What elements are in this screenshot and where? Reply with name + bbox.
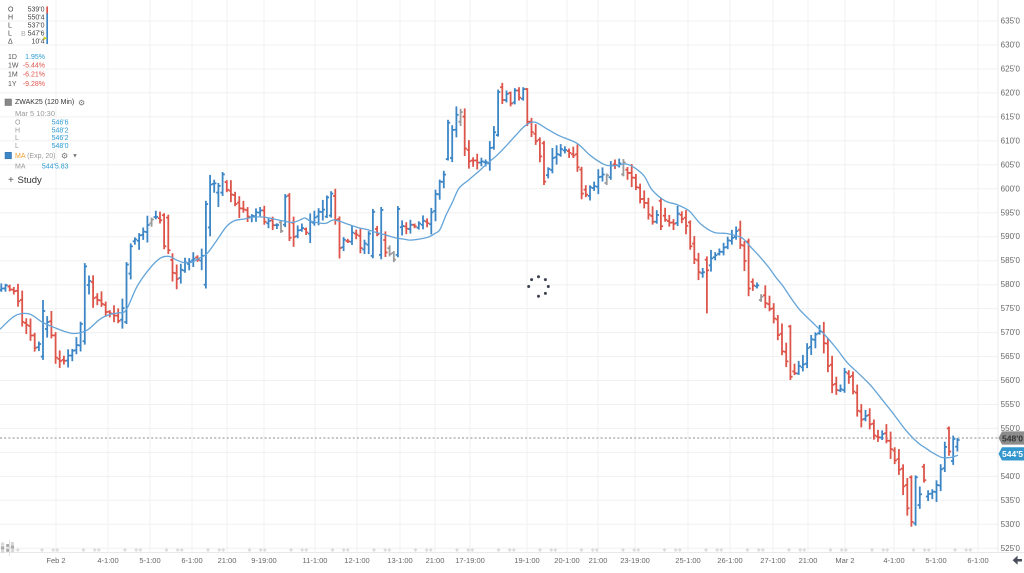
svg-text:13-1:00: 13-1:00 [387, 556, 412, 565]
svg-text:⚙: ⚙ [61, 152, 68, 161]
svg-text:Feb 2: Feb 2 [46, 556, 65, 565]
svg-text:25-1:00: 25-1:00 [675, 556, 700, 565]
svg-text:537'0: 537'0 [28, 23, 45, 30]
svg-text:1M: 1M [8, 72, 18, 79]
svg-text:21:00: 21:00 [426, 556, 445, 565]
svg-text:595'0: 595'0 [1001, 208, 1021, 217]
svg-text:590'0: 590'0 [1001, 232, 1021, 241]
svg-text:O: O [8, 7, 14, 14]
svg-text:544'5.83: 544'5.83 [42, 164, 69, 171]
svg-text:605'0: 605'0 [1001, 160, 1021, 169]
svg-text:1.95%: 1.95% [25, 54, 45, 61]
svg-text:610'0: 610'0 [1001, 136, 1021, 145]
svg-text:-6.21%: -6.21% [23, 72, 45, 79]
svg-text:4-1:00: 4-1:00 [883, 556, 904, 565]
svg-text:-5.44%: -5.44% [23, 63, 45, 70]
svg-text:548'2: 548'2 [52, 128, 69, 135]
svg-text:20-1:00: 20-1:00 [554, 556, 579, 565]
svg-text:Mar 5 10:30: Mar 5 10:30 [15, 109, 55, 118]
svg-text:12-1:00: 12-1:00 [344, 556, 369, 565]
svg-text:546'6: 546'6 [52, 120, 69, 127]
svg-text:23-19:00: 23-19:00 [620, 556, 650, 565]
svg-text:615'0: 615'0 [1001, 112, 1021, 121]
svg-text:L: L [15, 143, 19, 150]
svg-text:600'0: 600'0 [1001, 184, 1021, 193]
svg-text:19-1:00: 19-1:00 [514, 556, 539, 565]
svg-text:620'0: 620'0 [1001, 88, 1021, 97]
svg-text:4-1:00: 4-1:00 [97, 556, 118, 565]
svg-text:565'0: 565'0 [1001, 352, 1021, 361]
svg-text:570'0: 570'0 [1001, 328, 1021, 337]
svg-text:B 547'6: B 547'6 [21, 31, 45, 38]
svg-text:+: + [8, 175, 14, 186]
svg-text:540'0: 540'0 [1001, 472, 1021, 481]
svg-text:L: L [8, 31, 12, 38]
svg-text:575'0: 575'0 [1001, 304, 1021, 313]
svg-text:9-19:00: 9-19:00 [251, 556, 276, 565]
svg-text:▼: ▼ [72, 153, 78, 159]
svg-text:550'4: 550'4 [28, 15, 45, 22]
svg-text:548'0: 548'0 [52, 143, 69, 150]
svg-text:525'0: 525'0 [1001, 544, 1021, 553]
svg-text:544'5: 544'5 [1002, 449, 1023, 459]
svg-text:MA: MA [15, 164, 26, 171]
svg-text:21:00: 21:00 [218, 556, 237, 565]
svg-text:550'0: 550'0 [1001, 424, 1021, 433]
svg-text:L: L [8, 23, 12, 30]
svg-text:1W: 1W [8, 63, 19, 70]
svg-text:535'0: 535'0 [1001, 496, 1021, 505]
svg-text:L: L [15, 135, 19, 142]
svg-text:546'2: 546'2 [52, 135, 69, 142]
svg-text:MA (Exp, 20): MA (Exp, 20) [15, 152, 55, 159]
svg-text:21:00: 21:00 [589, 556, 608, 565]
svg-text:635'0: 635'0 [1001, 17, 1021, 26]
svg-text:1Y: 1Y [8, 81, 17, 88]
svg-text:Study: Study [18, 175, 43, 186]
svg-text:Mar 2: Mar 2 [835, 556, 854, 565]
svg-text:H: H [15, 128, 20, 135]
svg-text:630'0: 630'0 [1001, 41, 1021, 50]
svg-text:Δ: Δ [8, 38, 13, 45]
svg-text:5-1:00: 5-1:00 [925, 556, 946, 565]
svg-text:ZWAK25 (120 Min): ZWAK25 (120 Min) [15, 99, 74, 106]
svg-text:1D: 1D [8, 54, 17, 61]
svg-text:6-1:00: 6-1:00 [181, 556, 202, 565]
svg-text:⚙: ⚙ [78, 98, 85, 107]
svg-text:580'0: 580'0 [1001, 280, 1021, 289]
svg-text:-9.28%: -9.28% [23, 81, 45, 88]
svg-text:560'0: 560'0 [1001, 376, 1021, 385]
svg-text:530'0: 530'0 [1001, 520, 1021, 529]
svg-text:11-1:00: 11-1:00 [303, 556, 328, 565]
svg-text:6-1:00: 6-1:00 [967, 556, 988, 565]
svg-text:548'0: 548'0 [1002, 433, 1023, 443]
svg-text:10'4: 10'4 [31, 38, 44, 45]
svg-text:26-1:00: 26-1:00 [717, 556, 742, 565]
svg-text:27-1:00: 27-1:00 [760, 556, 785, 565]
svg-text:21:00: 21:00 [799, 556, 818, 565]
svg-text:O: O [15, 120, 21, 127]
svg-text:625'0: 625'0 [1001, 65, 1021, 74]
svg-text:5-1:00: 5-1:00 [139, 556, 160, 565]
svg-text:539'0: 539'0 [28, 7, 45, 14]
svg-text:H: H [8, 15, 13, 22]
svg-text:17-19:00: 17-19:00 [455, 556, 485, 565]
svg-text:555'0: 555'0 [1001, 400, 1021, 409]
svg-text:585'0: 585'0 [1001, 256, 1021, 265]
